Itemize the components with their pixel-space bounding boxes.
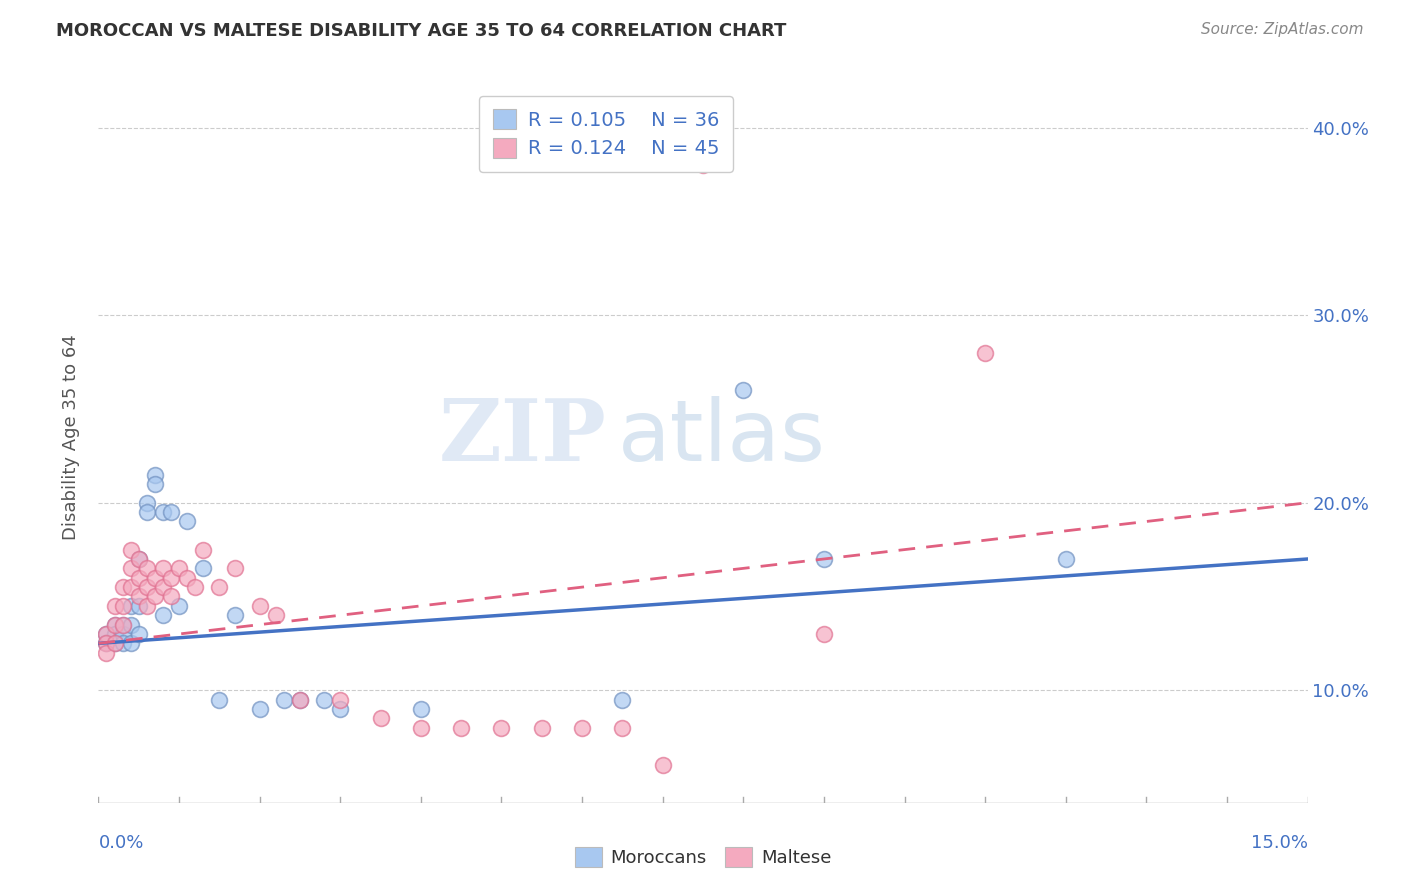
Point [974, 345, 997, 359]
Point [224, 561, 246, 575]
Point [96, 627, 118, 641]
Point [208, 580, 231, 594]
Point [733, 383, 755, 397]
Point [176, 515, 198, 529]
Point [135, 496, 157, 510]
Legend: Moroccans, Maltese: Moroccans, Maltese [568, 839, 838, 874]
Point [120, 599, 142, 613]
Point [813, 552, 835, 566]
Point [135, 561, 157, 575]
Point [167, 599, 190, 613]
Point [288, 692, 311, 706]
Point [143, 467, 166, 482]
Text: Source: ZipAtlas.com: Source: ZipAtlas.com [1201, 22, 1364, 37]
Point [120, 636, 142, 650]
Point [264, 608, 287, 623]
Point [329, 692, 352, 706]
Point [314, 692, 336, 706]
Text: ZIP: ZIP [439, 395, 606, 479]
Point [224, 608, 246, 623]
Point [96, 646, 118, 660]
Point [152, 608, 174, 623]
Point [152, 561, 174, 575]
Point [128, 571, 150, 585]
Point [135, 505, 157, 519]
Point [167, 561, 190, 575]
Point [193, 542, 215, 557]
Point [450, 721, 472, 735]
Point [111, 617, 134, 632]
Point [571, 721, 593, 735]
Point [120, 542, 142, 557]
Point [612, 721, 634, 735]
Point [193, 561, 215, 575]
Point [612, 692, 634, 706]
Legend: R = 0.105    N = 36, R = 0.124    N = 45: R = 0.105 N = 36, R = 0.124 N = 45 [479, 95, 733, 172]
Point [273, 692, 295, 706]
Point [176, 571, 198, 585]
Point [128, 599, 150, 613]
Point [103, 617, 125, 632]
Point [249, 702, 271, 716]
Point [160, 571, 183, 585]
Point [128, 627, 150, 641]
Point [120, 580, 142, 594]
Point [1054, 552, 1077, 566]
Point [111, 617, 134, 632]
Point [409, 702, 432, 716]
Point [651, 758, 673, 772]
Point [103, 636, 125, 650]
Point [111, 599, 134, 613]
Point [409, 721, 432, 735]
Point [103, 627, 125, 641]
Point [152, 580, 174, 594]
Point [692, 158, 714, 172]
Text: MOROCCAN VS MALTESE DISABILITY AGE 35 TO 64 CORRELATION CHART: MOROCCAN VS MALTESE DISABILITY AGE 35 TO… [56, 22, 786, 40]
Point [370, 711, 392, 725]
Point [128, 590, 150, 604]
Point [143, 571, 166, 585]
Point [143, 477, 166, 491]
Point [120, 561, 142, 575]
Point [813, 627, 835, 641]
Text: atlas: atlas [619, 395, 827, 479]
Point [135, 580, 157, 594]
Point [103, 617, 125, 632]
Point [111, 636, 134, 650]
Point [96, 627, 118, 641]
Point [491, 721, 513, 735]
Point [184, 580, 207, 594]
Point [96, 636, 118, 650]
Text: 0.0%: 0.0% [98, 834, 143, 852]
Point [143, 590, 166, 604]
Point [96, 636, 118, 650]
Point [120, 617, 142, 632]
Y-axis label: Disability Age 35 to 64: Disability Age 35 to 64 [62, 334, 80, 540]
Point [249, 599, 271, 613]
Point [111, 627, 134, 641]
Point [160, 505, 183, 519]
Point [128, 552, 150, 566]
Point [208, 692, 231, 706]
Point [111, 580, 134, 594]
Point [530, 721, 553, 735]
Point [103, 636, 125, 650]
Point [135, 599, 157, 613]
Point [160, 590, 183, 604]
Point [128, 552, 150, 566]
Text: 15.0%: 15.0% [1250, 834, 1308, 852]
Point [288, 692, 311, 706]
Point [103, 599, 125, 613]
Point [329, 702, 352, 716]
Point [152, 505, 174, 519]
